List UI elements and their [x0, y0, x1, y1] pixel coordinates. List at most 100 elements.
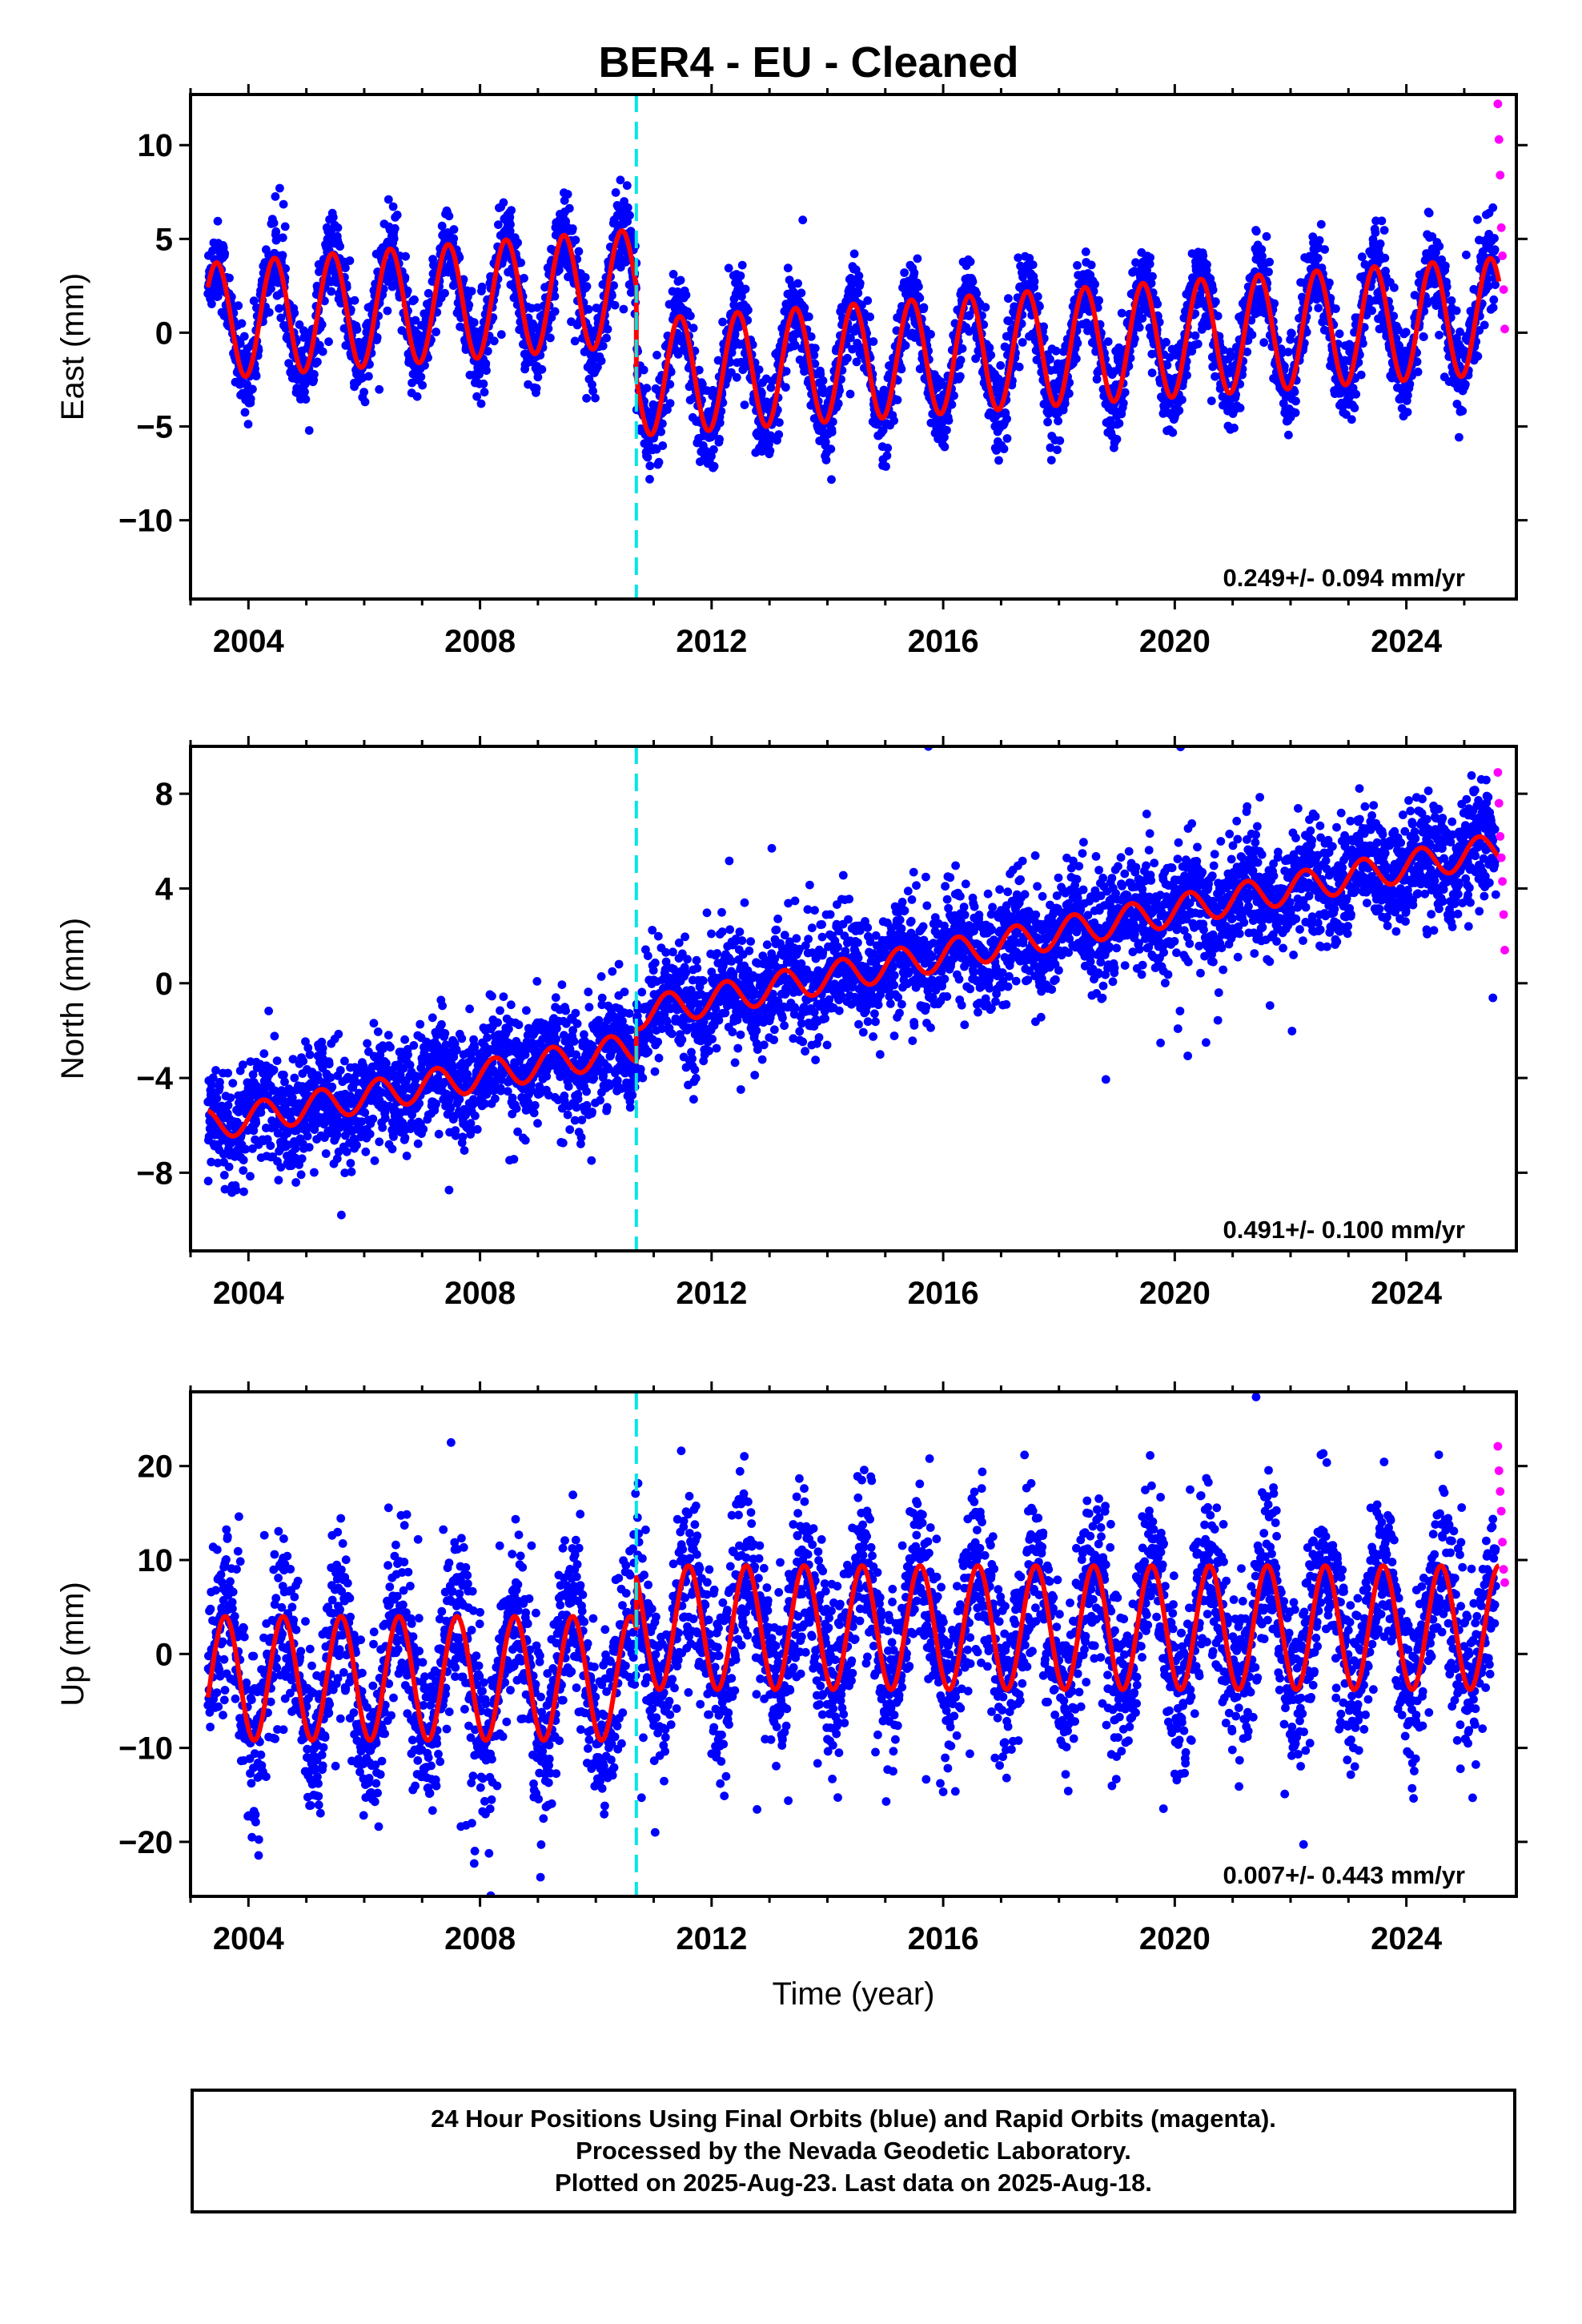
final-orbit-point	[800, 304, 809, 312]
final-orbit-point	[1488, 203, 1498, 212]
final-orbit-point	[228, 1079, 238, 1088]
final-orbit-point	[215, 1077, 224, 1087]
final-orbit-point	[580, 273, 590, 282]
final-orbit-point	[352, 325, 362, 334]
final-orbit-point	[412, 392, 422, 401]
final-orbit-point	[1377, 216, 1387, 226]
final-orbit-point	[239, 1187, 248, 1196]
final-orbit-point	[968, 277, 978, 287]
final-orbit-point	[1473, 352, 1483, 361]
final-orbit-point	[883, 444, 893, 452]
final-orbit-point	[882, 451, 892, 460]
final-orbit-point	[1473, 215, 1482, 224]
final-orbit-point	[588, 380, 596, 389]
final-orbit-point	[681, 291, 691, 300]
final-orbit-point	[1283, 348, 1293, 356]
final-orbit-point	[804, 312, 813, 321]
velocity-rate-label: 0.249+/- 0.094 mm/yr	[1223, 564, 1465, 592]
final-orbit-point	[596, 356, 606, 365]
final-orbit-point	[1335, 329, 1344, 339]
final-orbit-point	[507, 206, 516, 215]
final-orbit-point	[477, 282, 487, 292]
final-orbit-point	[364, 372, 373, 381]
final-orbit-point	[249, 296, 259, 306]
final-orbit-point	[1461, 380, 1470, 389]
final-orbit-point	[1265, 257, 1274, 267]
final-orbit-point	[1046, 456, 1056, 464]
rapid-orbit-point	[1500, 324, 1509, 334]
final-orbit-point	[1002, 414, 1011, 424]
final-orbit-point	[639, 365, 648, 375]
final-orbit-point	[766, 383, 776, 392]
final-orbit-point	[727, 368, 736, 377]
final-orbit-point	[913, 254, 922, 263]
final-orbit-point	[826, 444, 836, 454]
final-orbit-point	[1114, 419, 1124, 428]
final-orbit-point	[251, 372, 261, 380]
final-orbit-point	[588, 386, 597, 396]
final-orbit-point	[416, 372, 426, 381]
final-orbit-point	[1191, 331, 1200, 340]
final-orbit-point	[620, 197, 628, 206]
final-orbit-point	[516, 258, 525, 267]
final-orbit-point	[1072, 354, 1081, 364]
final-orbit-point	[865, 312, 874, 322]
final-orbit-point	[318, 347, 327, 356]
final-orbit-point	[411, 316, 420, 325]
final-orbit-point	[669, 270, 678, 279]
x-tick-label: 2012	[676, 624, 747, 659]
final-orbit-point	[1065, 389, 1074, 398]
final-orbit-point	[275, 304, 283, 313]
final-orbit-point	[736, 271, 745, 280]
final-orbit-point	[550, 292, 560, 301]
y-tick-label: −10	[118, 504, 173, 539]
final-orbit-point	[472, 392, 481, 401]
final-orbit-point	[1147, 368, 1157, 377]
final-orbit-point	[318, 1043, 327, 1053]
final-orbit-point	[304, 426, 314, 435]
final-orbit-point	[225, 273, 234, 283]
final-orbit-point	[1375, 239, 1385, 248]
final-orbit-point	[467, 287, 476, 296]
final-orbit-point	[598, 341, 608, 351]
final-orbit-point	[718, 317, 727, 327]
final-orbit-point	[901, 341, 910, 350]
final-orbit-point	[798, 215, 808, 225]
final-orbit-point	[324, 1059, 334, 1069]
final-orbit-point	[546, 333, 555, 343]
final-orbit-point	[1207, 396, 1216, 405]
final-orbit-point	[464, 300, 474, 310]
final-orbit-point	[359, 388, 368, 396]
final-orbit-point	[291, 1178, 300, 1187]
final-orbit-point	[818, 376, 828, 385]
final-orbit-point	[224, 1162, 234, 1172]
final-orbit-point	[642, 384, 652, 393]
final-orbit-point	[715, 435, 724, 444]
final-orbit-point	[893, 396, 902, 404]
final-orbit-point	[479, 379, 488, 388]
final-orbit-point	[611, 188, 620, 197]
rapid-orbit-point	[1493, 99, 1503, 109]
y-tick-label: −5	[136, 410, 173, 445]
final-orbit-point	[506, 219, 515, 229]
final-orbit-point	[403, 286, 412, 296]
final-orbit-point	[304, 1143, 314, 1152]
final-orbit-point	[1051, 346, 1061, 356]
final-orbit-point	[1117, 308, 1126, 318]
final-orbit-point	[266, 1141, 275, 1150]
final-orbit-point	[622, 181, 632, 191]
final-orbit-point	[537, 364, 547, 374]
final-orbit-point	[958, 344, 967, 353]
final-orbit-point	[234, 301, 243, 311]
final-orbit-point	[1043, 417, 1052, 427]
final-orbit-point	[410, 295, 419, 304]
final-orbit-point	[243, 420, 253, 429]
final-orbit-point	[854, 271, 864, 280]
final-orbit-point	[1055, 436, 1065, 445]
y-axis-label: East (mm)	[55, 273, 90, 420]
x-tick-label: 2004	[213, 624, 285, 659]
final-orbit-point	[827, 428, 837, 436]
final-orbit-point	[564, 203, 574, 213]
final-orbit-point	[1313, 254, 1323, 263]
